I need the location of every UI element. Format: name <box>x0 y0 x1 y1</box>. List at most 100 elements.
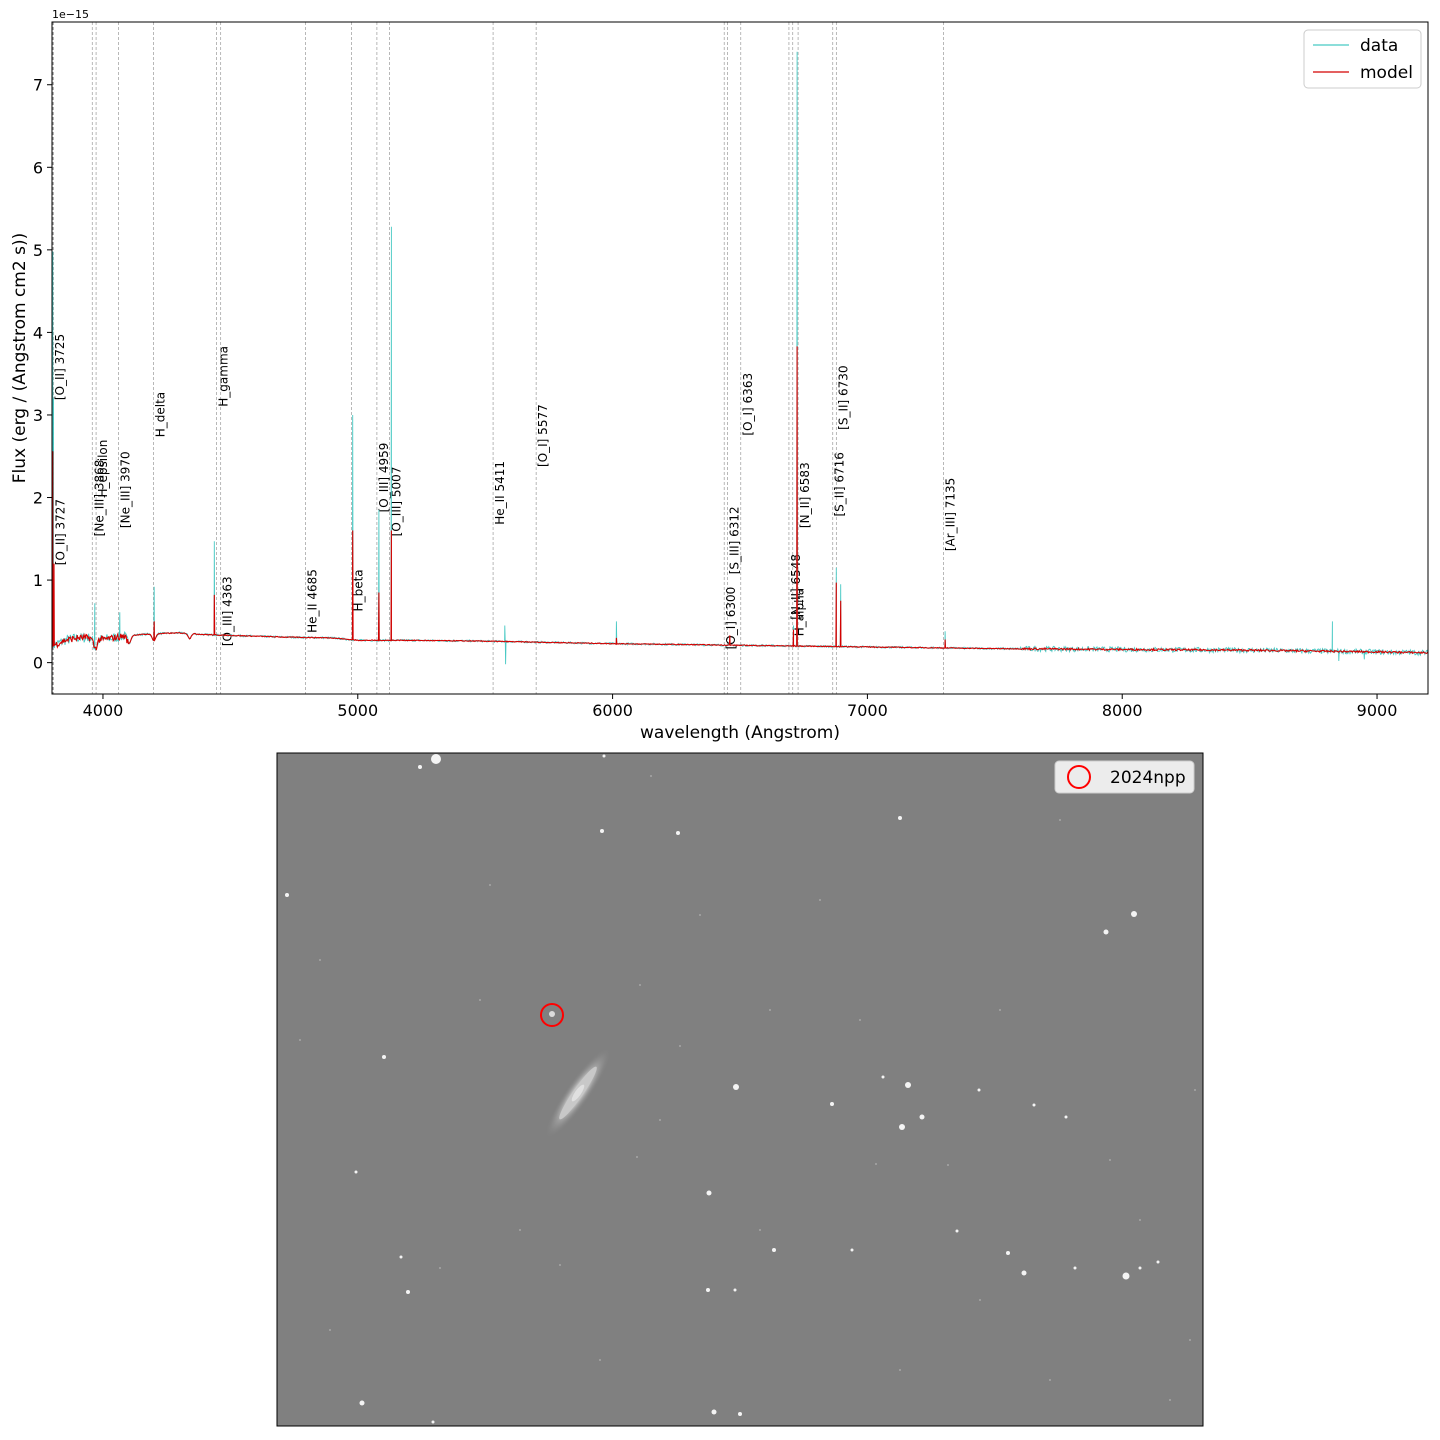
model-series-group <box>51 346 1429 655</box>
emission-line-label: [O_III] 5007 <box>390 467 404 537</box>
star <box>947 1164 949 1166</box>
star <box>905 1082 911 1088</box>
star <box>602 754 606 758</box>
star <box>1122 1272 1130 1280</box>
y-tick-label: 3 <box>33 406 43 425</box>
emission-line-label: [O_III] 4363 <box>221 576 235 646</box>
star <box>733 1288 737 1292</box>
x-tick-label: 9000 <box>1357 701 1398 720</box>
star-field <box>285 754 1196 1424</box>
emission-line-label: [N_II] 6583 <box>798 462 812 528</box>
star <box>1006 1251 1010 1255</box>
star <box>406 1290 410 1294</box>
y-axis-ticks: 0 1 2 3 4 5 6 7 <box>33 76 52 673</box>
y-scale-label: 1e−15 <box>52 8 89 21</box>
x-axis-ticks: 4000 5000 6000 7000 8000 9000 <box>83 694 1398 720</box>
star <box>772 1248 776 1252</box>
x-axis-label: wavelength (Angstrom) <box>640 723 840 743</box>
emission-line-label: [Ne_III] 3970 <box>119 451 133 528</box>
emission-line-label: [O_II] 3727 <box>54 499 68 565</box>
star <box>1131 911 1137 917</box>
emission-line-label: [S_II] 6730 <box>836 365 850 429</box>
star <box>919 1114 925 1120</box>
star <box>759 1229 761 1231</box>
star <box>738 1412 742 1416</box>
spectrum-chart: [O_II] 3725 [O_II] 3727 [Ne_III] 3868H_eps… <box>10 8 1429 743</box>
star <box>439 1267 441 1269</box>
star <box>1169 1399 1171 1401</box>
star <box>850 1248 854 1252</box>
y-tick-label: 2 <box>33 489 43 508</box>
legend-label-data: data <box>1360 36 1398 56</box>
plot-frame <box>51 21 1429 695</box>
emission-line-label: H_epsilon <box>96 440 110 498</box>
star <box>559 1264 561 1266</box>
y-tick-label: 0 <box>33 654 43 673</box>
emission-line-label: [Ne_III] 3868 <box>92 460 106 537</box>
emission-line-label: H_delta <box>153 392 167 437</box>
y-tick-label: 5 <box>33 241 43 260</box>
star <box>1032 1103 1036 1107</box>
star <box>1073 1266 1077 1270</box>
star <box>898 816 902 820</box>
star <box>354 1170 358 1174</box>
star <box>382 1055 386 1059</box>
star <box>955 1229 959 1233</box>
star <box>285 893 289 897</box>
star <box>650 775 652 777</box>
star <box>489 884 491 886</box>
star <box>706 1288 710 1292</box>
star <box>999 1009 1001 1011</box>
star <box>639 984 641 986</box>
emission-line-label: [O_I] 6363 <box>741 373 755 436</box>
star <box>711 1409 717 1415</box>
star <box>706 1190 712 1196</box>
star <box>881 1075 885 1079</box>
star <box>1059 819 1061 821</box>
emission-line-guides <box>52 22 944 694</box>
emission-line-label: [N_II] 6548 <box>789 554 803 620</box>
star <box>1064 1115 1068 1119</box>
y-tick-label: 6 <box>33 158 43 177</box>
emission-line-label: He_II 4685 <box>306 569 320 633</box>
star <box>431 1420 435 1424</box>
star <box>1109 1159 1111 1161</box>
star <box>830 1102 834 1106</box>
star <box>979 1299 981 1301</box>
star <box>359 1400 365 1406</box>
star <box>679 1045 681 1047</box>
star <box>1189 789 1191 791</box>
image-legend: 2024npp <box>1054 760 1195 794</box>
star <box>859 1019 861 1021</box>
star <box>899 1369 901 1371</box>
emission-line-labels: [O_II] 3725 [O_II] 3727 [Ne_III] 3868H_eps… <box>53 334 958 650</box>
emission-line-label: [S_II] 6716 <box>833 452 847 516</box>
x-tick-label: 6000 <box>592 701 633 720</box>
x-tick-label: 5000 <box>337 701 378 720</box>
emission-line-label: He_II 5411 <box>493 461 507 525</box>
star <box>1156 1260 1160 1264</box>
star <box>299 1039 301 1041</box>
emission-line-label: [O_I] 5577 <box>536 404 550 467</box>
star <box>875 1163 877 1165</box>
star <box>659 1119 661 1121</box>
star <box>699 914 701 916</box>
star <box>519 1229 521 1231</box>
star <box>319 959 321 961</box>
star <box>636 1156 638 1158</box>
star <box>1021 1270 1027 1276</box>
emission-line-label: [S_III] 6312 <box>728 506 742 574</box>
y-axis-label: Flux (erg / (Angstrom cm2 s)) <box>10 233 30 483</box>
x-tick-label: 8000 <box>1102 701 1143 720</box>
emission-line-label: [O_III] 4959 <box>377 443 391 513</box>
legend-marker-icon <box>1067 765 1091 789</box>
y-tick-label: 1 <box>33 571 43 590</box>
sky-image-background <box>276 752 1204 1427</box>
star <box>1139 1219 1141 1221</box>
star <box>1189 1339 1191 1341</box>
star <box>329 1329 331 1331</box>
emission-line-label: H_gamma <box>216 346 230 407</box>
star <box>899 1124 905 1130</box>
emission-line-label: [O_II] 3725 <box>53 334 67 400</box>
legend-label-transient: 2024npp <box>1110 768 1186 788</box>
